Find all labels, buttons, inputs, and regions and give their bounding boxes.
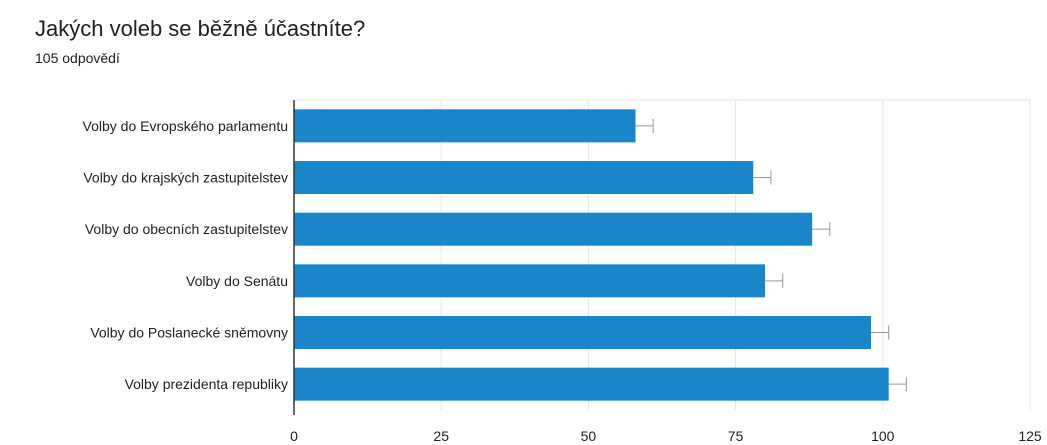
bar <box>294 212 813 246</box>
x-tick-label: 0 <box>290 428 298 444</box>
category-labels: Volby do Evropského parlamentu Volby do k… <box>83 118 288 392</box>
x-tick-label: 50 <box>581 428 597 444</box>
grid-lines <box>294 99 1031 410</box>
chart-title: Jakých voleb se běžně účastníte? <box>35 16 366 41</box>
x-tick-label: 125 <box>1018 428 1042 444</box>
bar <box>294 264 766 298</box>
category-label: Volby prezidenta republiky <box>125 376 288 392</box>
category-label: Volby do Evropského parlamentu <box>83 118 288 134</box>
category-label: Volby do Poslanecké sněmovny <box>90 325 288 341</box>
category-label: Volby do obecních zastupitelstev <box>85 221 288 237</box>
response-count: 105 odpovědí <box>35 50 120 66</box>
bar <box>294 316 872 349</box>
x-tick-label: 25 <box>433 428 449 444</box>
bar <box>294 161 754 194</box>
category-label: Volby do Senátu <box>186 273 288 289</box>
bar <box>294 109 636 143</box>
x-tick-label: 75 <box>728 428 744 444</box>
bar <box>294 367 889 401</box>
bars <box>294 109 907 401</box>
x-axis-ticks: 0 25 50 75 100 125 <box>290 428 1042 444</box>
x-tick-label: 100 <box>871 428 895 444</box>
category-label: Volby do krajských zastupitelstev <box>83 170 288 186</box>
